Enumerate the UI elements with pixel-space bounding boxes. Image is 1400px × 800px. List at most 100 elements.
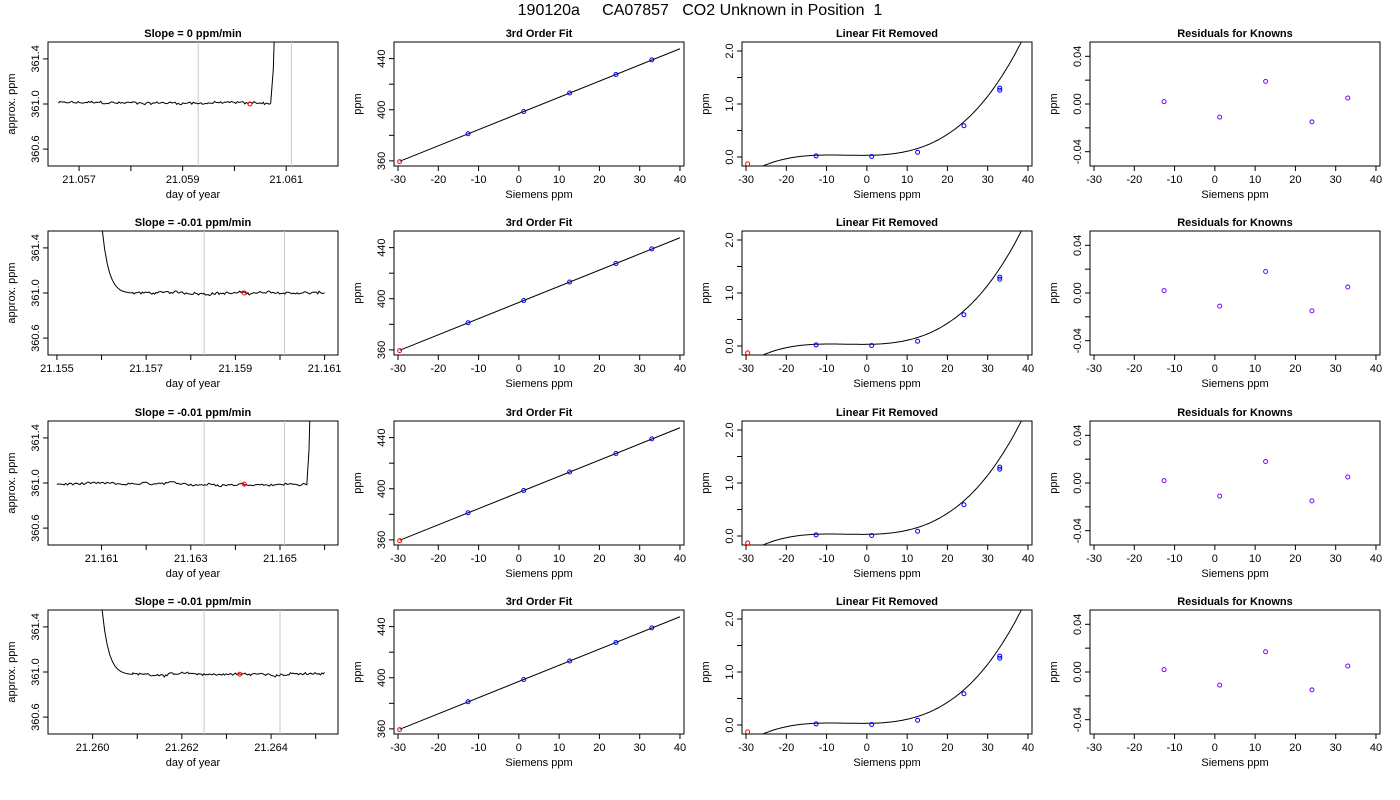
plot-area [397, 237, 681, 354]
y-tick-label: 0.04 [1072, 614, 1084, 635]
y-axis-label: ppm [1048, 661, 1060, 682]
plot-area [101, 610, 325, 734]
x-tick-label: -20 [778, 174, 794, 186]
chart-title: Linear Fit Removed [836, 407, 938, 419]
panel-time-series-row3: Slope = -0.01 ppm/min 21.161 21.163 21.165 3… [6, 407, 339, 580]
y-tick-label: 400 [376, 290, 388, 308]
x-tick-label: 40 [1022, 553, 1034, 565]
x-tick-label: -30 [1086, 363, 1102, 375]
y-tick-label: -0.04 [1072, 518, 1084, 543]
y-axis-label: ppm [700, 93, 712, 114]
plot-frame [47, 41, 339, 167]
x-tick-label: -30 [390, 553, 406, 565]
plot-area [745, 610, 1022, 734]
known-point [997, 464, 1003, 470]
fit-line [399, 616, 681, 730]
x-axis-label: Siemens ppm [1201, 757, 1268, 769]
chart-title: Slope = -0.01 ppm/min [135, 596, 252, 608]
x-tick-label: 0 [516, 553, 522, 565]
x-axis-label: day of year [166, 378, 221, 390]
known-point [567, 469, 573, 475]
x-tick-label: 20 [941, 174, 953, 186]
x-tick-label: -30 [1086, 553, 1102, 565]
x-tick-label: -20 [778, 553, 794, 565]
x-tick-label: -30 [738, 363, 754, 375]
x-tick-label: 21.163 [174, 553, 208, 565]
x-tick-label: -10 [819, 363, 835, 375]
known-point [465, 320, 471, 326]
x-tick-label: 30 [1330, 363, 1342, 375]
y-tick-label: 400 [376, 480, 388, 498]
residual-point [1309, 308, 1315, 314]
known-point [915, 149, 921, 155]
x-axis-label: day of year [166, 568, 221, 580]
x-axis-label: Siemens ppm [853, 189, 920, 201]
plot-frame [1089, 41, 1381, 167]
x-axis-label: Siemens ppm [1201, 568, 1268, 580]
y-tick-label: 360 [376, 341, 388, 359]
x-tick-label: 21.161 [308, 363, 342, 375]
y-tick-label: 0.0 [724, 717, 736, 732]
y-tick-label: 440 [376, 238, 388, 256]
x-tick-label: 10 [901, 363, 913, 375]
y-tick-label: 361.0 [30, 658, 42, 686]
panel-residuals-row2: Residuals for Knowns -30 -20 -10 0 10 20 30 40 -0… [1048, 217, 1382, 390]
x-axis-label: Siemens ppm [853, 568, 920, 580]
y-tick-label: 361.4 [30, 613, 42, 641]
known-point [961, 123, 967, 129]
y-axis-label: ppm [1048, 472, 1060, 493]
plot-frame [1089, 230, 1381, 356]
x-tick-label: -10 [471, 174, 487, 186]
y-axis-label: ppm [352, 661, 364, 682]
x-tick-label: 40 [674, 363, 686, 375]
known-point [997, 274, 1003, 280]
x-tick-label: 20 [1289, 553, 1301, 565]
unknown-marker [241, 481, 247, 487]
x-tick-label: -20 [778, 742, 794, 754]
x-tick-label: 30 [982, 363, 994, 375]
y-axis-label: ppm [700, 282, 712, 303]
x-tick-label: 21.157 [129, 363, 163, 375]
x-tick-label: 0 [864, 363, 870, 375]
y-axis-label: approx. ppm [6, 73, 18, 134]
plot-area [1161, 78, 1351, 125]
x-tick-label: 0 [516, 174, 522, 186]
x-tick-label: 0 [1212, 742, 1218, 754]
x-axis-label: Siemens ppm [505, 757, 572, 769]
y-axis-label: ppm [1048, 93, 1060, 114]
plot-area [101, 231, 325, 355]
cubic-curve [761, 42, 1022, 166]
plot-area [397, 427, 681, 544]
y-tick-label: 0.00 [1072, 93, 1084, 114]
x-tick-label: -20 [1126, 174, 1142, 186]
plot-area [58, 42, 292, 166]
fit-line [399, 48, 681, 162]
y-tick-label: 360 [376, 152, 388, 170]
y-tick-label: 0.00 [1072, 282, 1084, 303]
unknown-point [397, 538, 403, 544]
unknown-point [397, 348, 403, 354]
x-tick-label: -10 [819, 553, 835, 565]
plot-frame [741, 41, 1033, 167]
x-tick-label: 30 [634, 553, 646, 565]
plot-frame [741, 609, 1033, 735]
chart-title: Linear Fit Removed [836, 217, 938, 229]
residual-point [1309, 687, 1315, 693]
x-tick-label: 30 [982, 174, 994, 186]
plot-area [745, 231, 1022, 355]
plot-frame [393, 420, 685, 546]
x-tick-label: 10 [553, 363, 565, 375]
series-line [58, 42, 275, 106]
x-tick-label: -10 [819, 174, 835, 186]
x-tick-label: 10 [1249, 553, 1261, 565]
y-tick-label: 361.0 [30, 279, 42, 307]
residual-point [1309, 498, 1315, 504]
x-tick-label: 0 [516, 363, 522, 375]
y-tick-label: 361.0 [30, 90, 42, 118]
x-tick-label: 20 [1289, 174, 1301, 186]
unknown-point [397, 727, 403, 733]
known-point [813, 721, 819, 727]
y-tick-label: 360.6 [30, 703, 42, 731]
x-axis-label: Siemens ppm [505, 378, 572, 390]
chart-title: Residuals for Knowns [1177, 596, 1293, 608]
